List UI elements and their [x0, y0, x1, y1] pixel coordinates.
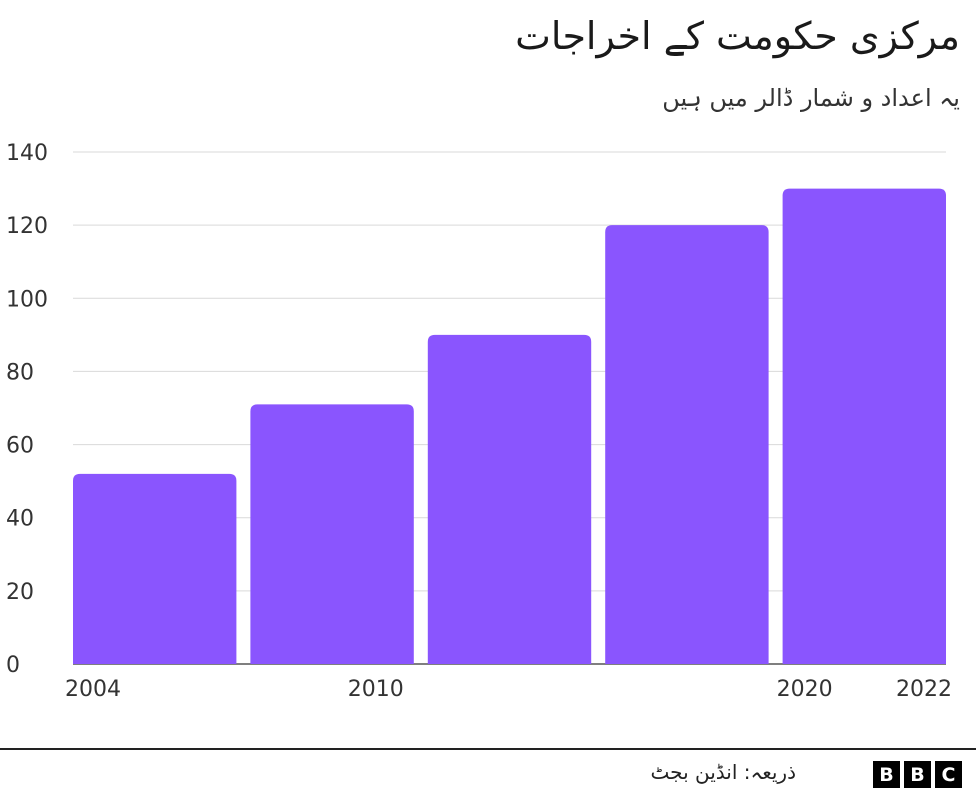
footer-divider	[0, 748, 976, 750]
y-tick-label: 140	[6, 141, 48, 166]
y-tick-label: 120	[6, 214, 48, 239]
logo-letter: C	[935, 761, 962, 788]
logo-letter: B	[904, 761, 931, 788]
y-tick-label: 40	[6, 507, 34, 532]
source-note: ذریعہ: انڈین بجٹ	[650, 760, 796, 784]
bar	[782, 188, 946, 665]
x-tick-label: 2020	[777, 677, 833, 702]
y-tick-label: 60	[6, 434, 34, 459]
y-tick-label: 80	[6, 360, 34, 385]
bar	[250, 404, 414, 664]
bar	[73, 473, 237, 664]
y-tick-label: 100	[6, 287, 48, 312]
bar	[427, 334, 592, 664]
x-tick-label: 2010	[348, 677, 404, 702]
chart-title: مرکزی حکومت کے اخراجات	[515, 14, 960, 58]
y-tick-label: 0	[6, 653, 20, 678]
chart-subtitle: یہ اعداد و شمار ڈالر میں ہیں	[662, 84, 960, 112]
logo-letter: B	[873, 761, 900, 788]
bar	[605, 225, 769, 664]
bar-chart: 0 20 40 60 80 100 120 140 2004 2010 2020 2022	[6, 141, 952, 702]
x-tick-label: 2022	[896, 677, 952, 702]
y-tick-label: 20	[6, 580, 34, 605]
bbc-logo: B B C	[873, 761, 962, 788]
x-tick-label: 2004	[65, 677, 121, 702]
